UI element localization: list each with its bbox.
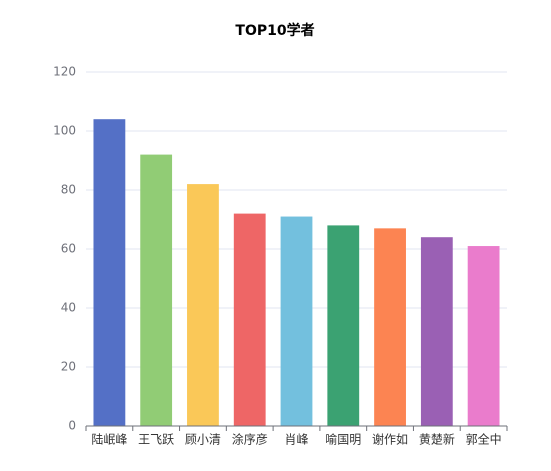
bar	[467, 246, 500, 426]
x-tick-label: 肖峰	[284, 433, 308, 447]
bar	[420, 237, 453, 426]
bar	[187, 184, 219, 426]
x-tick-label: 王飞跃	[138, 433, 174, 447]
bar	[374, 228, 406, 426]
y-tick-label: 40	[61, 301, 76, 315]
bar	[93, 119, 126, 426]
x-tick-label: 喻国明	[325, 432, 361, 447]
x-tick-label: 涂序彦	[232, 432, 268, 447]
x-tick-label: 陆岷峰	[91, 432, 127, 447]
y-tick-label: 80	[61, 183, 76, 197]
x-tick-label: 郭全中	[466, 432, 502, 447]
x-tick-label: 谢作如	[372, 432, 408, 447]
x-tick-label: 黄楚新	[419, 432, 455, 447]
y-tick-label: 20	[61, 360, 76, 374]
bar	[233, 213, 266, 426]
y-tick-label: 120	[53, 65, 76, 79]
x-tick-label: 顾小清	[185, 433, 221, 447]
bar	[140, 154, 173, 426]
bar	[280, 216, 313, 426]
bar	[327, 225, 360, 426]
y-tick-label: 0	[68, 419, 76, 433]
y-tick-label: 100	[53, 124, 76, 138]
chart-title: TOP10学者	[235, 22, 314, 39]
y-tick-label: 60	[61, 242, 76, 256]
